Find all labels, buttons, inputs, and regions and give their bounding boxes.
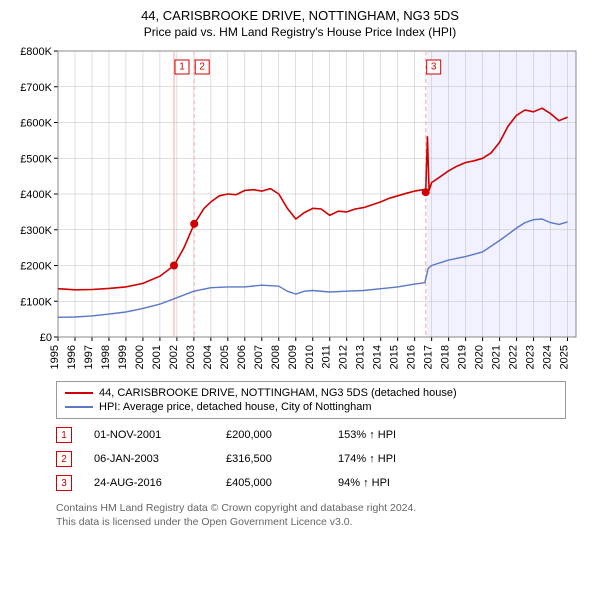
legend-label: 44, CARISBROOKE DRIVE, NOTTINGHAM, NG3 5… bbox=[99, 387, 457, 399]
svg-text:2018: 2018 bbox=[440, 345, 452, 369]
event-date: 06-JAN-2003 bbox=[94, 453, 204, 465]
svg-text:2016: 2016 bbox=[406, 345, 418, 369]
footer-attribution: Contains HM Land Registry data © Crown c… bbox=[56, 501, 584, 529]
svg-text:2012: 2012 bbox=[338, 345, 350, 369]
svg-text:2006: 2006 bbox=[236, 345, 248, 369]
event-date: 01-NOV-2001 bbox=[94, 429, 204, 441]
title-address: 44, CARISBROOKE DRIVE, NOTTINGHAM, NG3 5… bbox=[14, 8, 586, 23]
svg-text:£100K: £100K bbox=[20, 296, 52, 308]
svg-text:£500K: £500K bbox=[20, 153, 52, 165]
svg-text:1999: 1999 bbox=[117, 345, 129, 369]
svg-text:2001: 2001 bbox=[151, 345, 163, 369]
svg-text:2014: 2014 bbox=[372, 345, 384, 369]
svg-text:2024: 2024 bbox=[542, 345, 554, 369]
price-chart: £0 £100K £200K £300K £400K £500K £600K £700K £80… bbox=[14, 45, 586, 375]
events-table: 1 01-NOV-2001 £200,000 153% ↑ HPI 2 06-JAN-20… bbox=[56, 423, 566, 495]
svg-text:£200K: £200K bbox=[20, 261, 52, 273]
svg-text:2013: 2013 bbox=[355, 345, 367, 369]
svg-text:2017: 2017 bbox=[423, 345, 435, 369]
svg-text:1: 1 bbox=[179, 62, 185, 73]
legend-swatch bbox=[65, 392, 93, 394]
event-price: £405,000 bbox=[226, 477, 316, 489]
svg-text:2022: 2022 bbox=[508, 345, 520, 369]
svg-text:£700K: £700K bbox=[20, 82, 52, 94]
svg-text:2025: 2025 bbox=[559, 345, 571, 369]
svg-text:2005: 2005 bbox=[219, 345, 231, 369]
legend-item: 44, CARISBROOKE DRIVE, NOTTINGHAM, NG3 5… bbox=[65, 386, 557, 400]
svg-text:2008: 2008 bbox=[270, 345, 282, 369]
svg-text:£400K: £400K bbox=[20, 189, 52, 201]
footer-line-2: This data is licensed under the Open Gov… bbox=[56, 515, 584, 529]
event-pct: 94% ↑ HPI bbox=[338, 477, 458, 489]
svg-text:2020: 2020 bbox=[474, 345, 486, 369]
event-pct: 174% ↑ HPI bbox=[338, 453, 458, 465]
legend-swatch bbox=[65, 406, 93, 408]
svg-text:1995: 1995 bbox=[49, 345, 61, 369]
chart-container: 44, CARISBROOKE DRIVE, NOTTINGHAM, NG3 5… bbox=[0, 0, 600, 535]
event-row: 1 01-NOV-2001 £200,000 153% ↑ HPI bbox=[56, 423, 566, 447]
svg-text:£800K: £800K bbox=[20, 46, 52, 58]
svg-text:2007: 2007 bbox=[253, 345, 265, 369]
event-row: 2 06-JAN-2003 £316,500 174% ↑ HPI bbox=[56, 447, 566, 471]
svg-text:£300K: £300K bbox=[20, 225, 52, 237]
event-badge: 1 bbox=[56, 427, 72, 443]
event-badge: 3 bbox=[56, 475, 72, 491]
svg-text:2003: 2003 bbox=[185, 345, 197, 369]
svg-text:1998: 1998 bbox=[100, 345, 112, 369]
event-price: £200,000 bbox=[226, 429, 316, 441]
svg-text:2019: 2019 bbox=[457, 345, 469, 369]
chart-area: £0 £100K £200K £300K £400K £500K £600K £700K £80… bbox=[14, 45, 586, 375]
svg-text:£600K: £600K bbox=[20, 118, 52, 130]
svg-text:2004: 2004 bbox=[202, 345, 214, 369]
svg-text:3: 3 bbox=[431, 62, 437, 73]
footer-line-1: Contains HM Land Registry data © Crown c… bbox=[56, 501, 584, 515]
event-price: £316,500 bbox=[226, 453, 316, 465]
svg-text:2015: 2015 bbox=[389, 345, 401, 369]
svg-text:2023: 2023 bbox=[525, 345, 537, 369]
legend-item: HPI: Average price, detached house, City… bbox=[65, 400, 557, 414]
svg-text:2002: 2002 bbox=[168, 345, 180, 369]
event-date: 24-AUG-2016 bbox=[94, 477, 204, 489]
titles: 44, CARISBROOKE DRIVE, NOTTINGHAM, NG3 5… bbox=[14, 8, 586, 39]
svg-text:1997: 1997 bbox=[83, 345, 95, 369]
svg-text:2010: 2010 bbox=[304, 345, 316, 369]
svg-text:2011: 2011 bbox=[321, 345, 333, 369]
svg-text:2021: 2021 bbox=[491, 345, 503, 369]
legend: 44, CARISBROOKE DRIVE, NOTTINGHAM, NG3 5… bbox=[56, 381, 566, 419]
svg-text:2009: 2009 bbox=[287, 345, 299, 369]
svg-text:2: 2 bbox=[199, 62, 205, 73]
event-badge: 2 bbox=[56, 451, 72, 467]
event-pct: 153% ↑ HPI bbox=[338, 429, 458, 441]
svg-text:£0: £0 bbox=[40, 332, 52, 344]
legend-label: HPI: Average price, detached house, City… bbox=[99, 401, 372, 413]
svg-text:1996: 1996 bbox=[66, 345, 78, 369]
event-row: 3 24-AUG-2016 £405,000 94% ↑ HPI bbox=[56, 471, 566, 495]
svg-text:2000: 2000 bbox=[134, 345, 146, 369]
title-subtitle: Price paid vs. HM Land Registry's House … bbox=[14, 25, 586, 39]
